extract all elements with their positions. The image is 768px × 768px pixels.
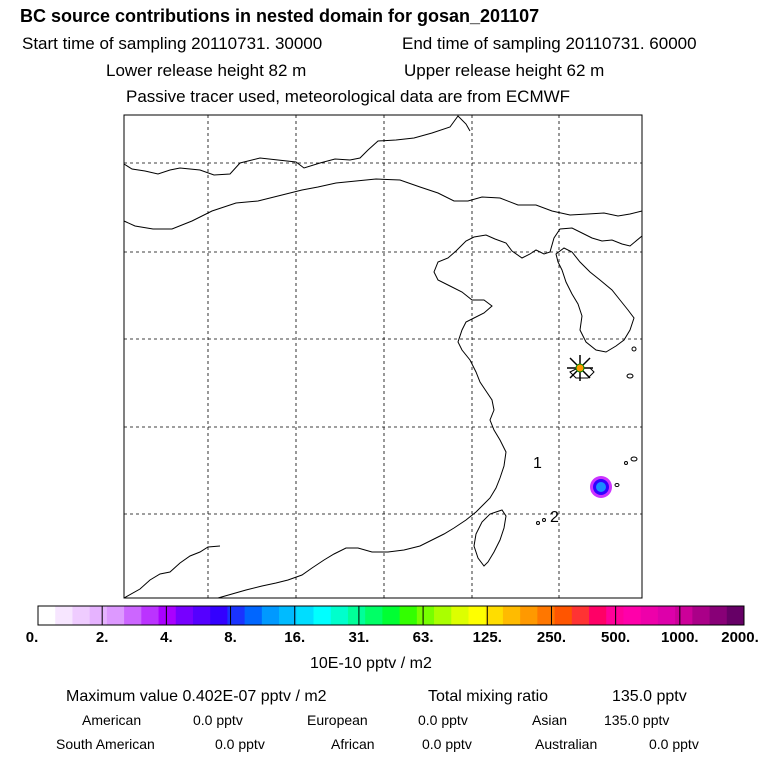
region-european-name: European (307, 712, 368, 728)
region-australian-name: Australian (535, 736, 598, 752)
colorbar-units: 10E-10 pptv / m2 (310, 655, 432, 672)
colorbar-swatch (502, 606, 521, 625)
colorbar-tick-label: 125. (472, 629, 502, 646)
colorbar-swatch (692, 606, 710, 625)
colorbar-swatch (434, 606, 452, 625)
graticule (124, 115, 642, 598)
region-american-name: American (82, 712, 142, 728)
colorbar-swatch (210, 606, 228, 625)
colorbar-swatch (399, 606, 418, 625)
colorbar-swatch (468, 606, 487, 625)
hotspot-core (596, 482, 606, 492)
map-label-2: 2 (550, 509, 559, 526)
colorbar-swatch (382, 606, 401, 625)
colorbar-tick-label: 0. (25, 629, 39, 646)
colorbar-tick-label: 16. (284, 629, 306, 646)
total-mixing-value: 135.0 pptv (612, 688, 687, 705)
colorbar-swatch (675, 606, 693, 625)
colorbar-tick-label: 2. (95, 629, 109, 646)
total-mixing-label: Total mixing ratio (428, 688, 549, 705)
colorbar-swatch (124, 606, 142, 625)
colorbar-swatch (141, 606, 159, 625)
colorbar-tick-label: 500. (601, 629, 631, 646)
max-value-label: Maximum value 0.402E-07 pptv / m2 (66, 688, 327, 705)
colorbar-tick-label: 63. (412, 629, 434, 646)
region-american-value: 0.0 pptv (193, 712, 243, 728)
map-frame (123, 114, 643, 599)
colorbar-swatch (657, 606, 676, 625)
coastlines (123, 115, 643, 599)
colorbar-tick-label: 31. (348, 629, 370, 646)
colorbar-swatch (330, 606, 349, 625)
colorbar-tick-label: 4. (160, 629, 173, 646)
colorbar-swatch (38, 606, 56, 625)
colorbar-swatch (589, 606, 607, 625)
colorbar-swatch (244, 606, 263, 625)
colorbar-swatch (175, 606, 194, 625)
colorbar-swatch (296, 606, 314, 625)
receptor-star-icon (567, 355, 593, 381)
colorbar-swatch (279, 606, 297, 625)
region-european-value: 0.0 pptv (418, 712, 468, 728)
colorbar-swatch (192, 606, 211, 625)
region-south-american-value: 0.0 pptv (215, 736, 265, 752)
colorbar-swatch (158, 606, 177, 625)
colorbar-swatch (106, 606, 125, 625)
colorbar-swatch (55, 606, 73, 625)
region-african-name: African (331, 736, 375, 752)
colorbar-swatch (365, 606, 383, 625)
colorbar-tick-label: 8. (224, 629, 237, 646)
colorbar-swatch (709, 606, 728, 625)
colorbar-swatch (726, 606, 745, 625)
plot-title: BC source contributions in nested domain… (20, 6, 540, 26)
lower-height-label: Lower release height 82 m (106, 61, 307, 80)
colorbar-swatch (451, 606, 469, 625)
colorbar-swatch (537, 606, 555, 625)
colorbar-swatch (623, 606, 642, 625)
colorbar-swatch (606, 606, 624, 625)
colorbar-swatch (261, 606, 280, 625)
colorbar-tick-label: 2000. (721, 629, 759, 646)
colorbar-swatch (313, 606, 332, 625)
region-asian-name: Asian (532, 712, 568, 728)
region-australian-value: 0.0 pptv (649, 736, 699, 752)
colorbar-swatch (554, 606, 573, 625)
colorbar-tick-label: 250. (536, 629, 567, 646)
start-time-label: Start time of sampling 20110731. 30000 (22, 34, 323, 53)
colorbar-swatch (72, 606, 91, 625)
colorbar-swatch (227, 606, 246, 625)
colorbar-swatch (347, 606, 366, 625)
end-time-label: End time of sampling 20110731. 60000 (402, 34, 697, 53)
colorbar-swatch (520, 606, 538, 625)
region-south-american-name: South American (56, 736, 155, 752)
colorbar-swatch (485, 606, 504, 625)
region-african-value: 0.0 pptv (422, 736, 472, 752)
upper-height-label: Upper release height 62 m (404, 61, 605, 80)
tracer-note: Passive tracer used, meteorological data… (126, 87, 571, 106)
colorbar-swatch (571, 606, 590, 625)
colorbar-swatch (416, 606, 435, 625)
region-asian-value: 135.0 pptv (604, 712, 670, 728)
hotspot (590, 476, 612, 498)
colorbar-tick-label: 1000. (661, 629, 699, 646)
colorbar-swatch (640, 606, 659, 625)
colorbar-swatch (89, 606, 108, 625)
map-label-1: 1 (533, 455, 542, 472)
